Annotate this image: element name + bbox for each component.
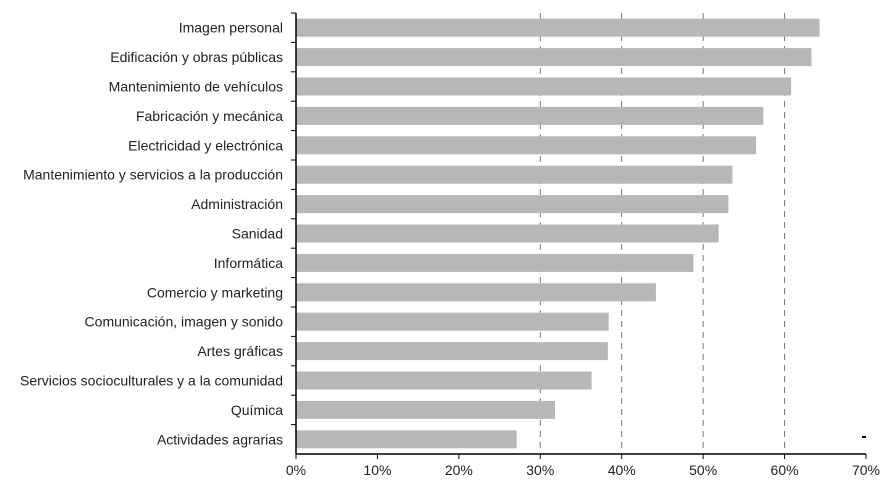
bar [296, 136, 757, 155]
bar [296, 400, 555, 419]
category-label: Servicios socioculturales y a la comunid… [20, 373, 283, 389]
tick-labels: 0% 10% 20% 30% 40% 50% 60% 70% [286, 462, 880, 478]
bar [296, 283, 656, 302]
bar [296, 342, 608, 361]
category-label: Electricidad y electrónica [128, 137, 283, 153]
bar [296, 77, 792, 96]
x-tick-label: 40% [608, 462, 636, 478]
category-label: Mantenimiento y servicios a la producció… [23, 167, 283, 183]
category-label: Sanidad [232, 226, 283, 242]
category-label: Edificación y obras públicas [110, 49, 283, 65]
category-label: Artes gráficas [197, 343, 283, 359]
x-tick-label: 30% [526, 462, 554, 478]
x-tick-label: 20% [445, 462, 473, 478]
category-label: Comercio y marketing [147, 284, 283, 300]
x-tick-label: 10% [363, 462, 391, 478]
bars [296, 18, 820, 449]
x-tick-label: 70% [852, 462, 880, 478]
category-label: Imagen personal [179, 20, 283, 36]
category-label: Administración [191, 196, 283, 212]
bar [296, 106, 764, 125]
bar [296, 18, 820, 37]
category-label: Actividades agrarias [157, 431, 283, 447]
x-tick-label: 50% [689, 462, 717, 478]
bar [296, 195, 729, 214]
bar [296, 430, 517, 449]
category-label: Fabricación y mecánica [136, 108, 283, 124]
category-label: Mantenimiento de vehículos [109, 79, 283, 95]
x-tick-label: 60% [771, 462, 799, 478]
category-label: Informática [214, 255, 283, 271]
bar [296, 224, 719, 243]
bar [296, 371, 592, 390]
category-label: Química [231, 402, 283, 418]
axes [291, 12, 867, 459]
bar [296, 48, 812, 67]
bar [296, 165, 733, 184]
bar [296, 312, 609, 331]
bar [296, 253, 694, 272]
category-label: Comunicación, imagen y sonido [85, 314, 284, 330]
x-tick-label: 0% [286, 462, 306, 478]
category-labels: Imagen personal Edificación y obras públi… [20, 20, 283, 448]
